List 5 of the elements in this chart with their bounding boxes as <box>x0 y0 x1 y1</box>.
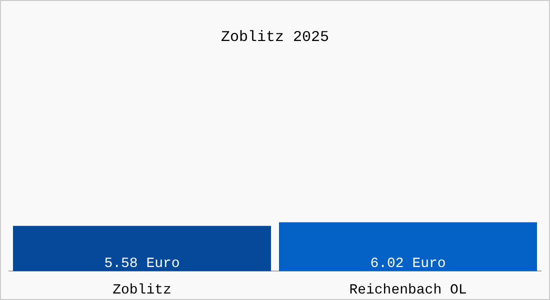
x-tick-label: Zoblitz <box>112 282 172 298</box>
x-tick-label: Reichenbach OL <box>349 282 467 298</box>
data-label: 5.58 Euro <box>104 256 180 272</box>
data-label: 6.02 Euro <box>370 256 446 272</box>
chart-title: Zoblitz 2025 <box>220 28 330 46</box>
